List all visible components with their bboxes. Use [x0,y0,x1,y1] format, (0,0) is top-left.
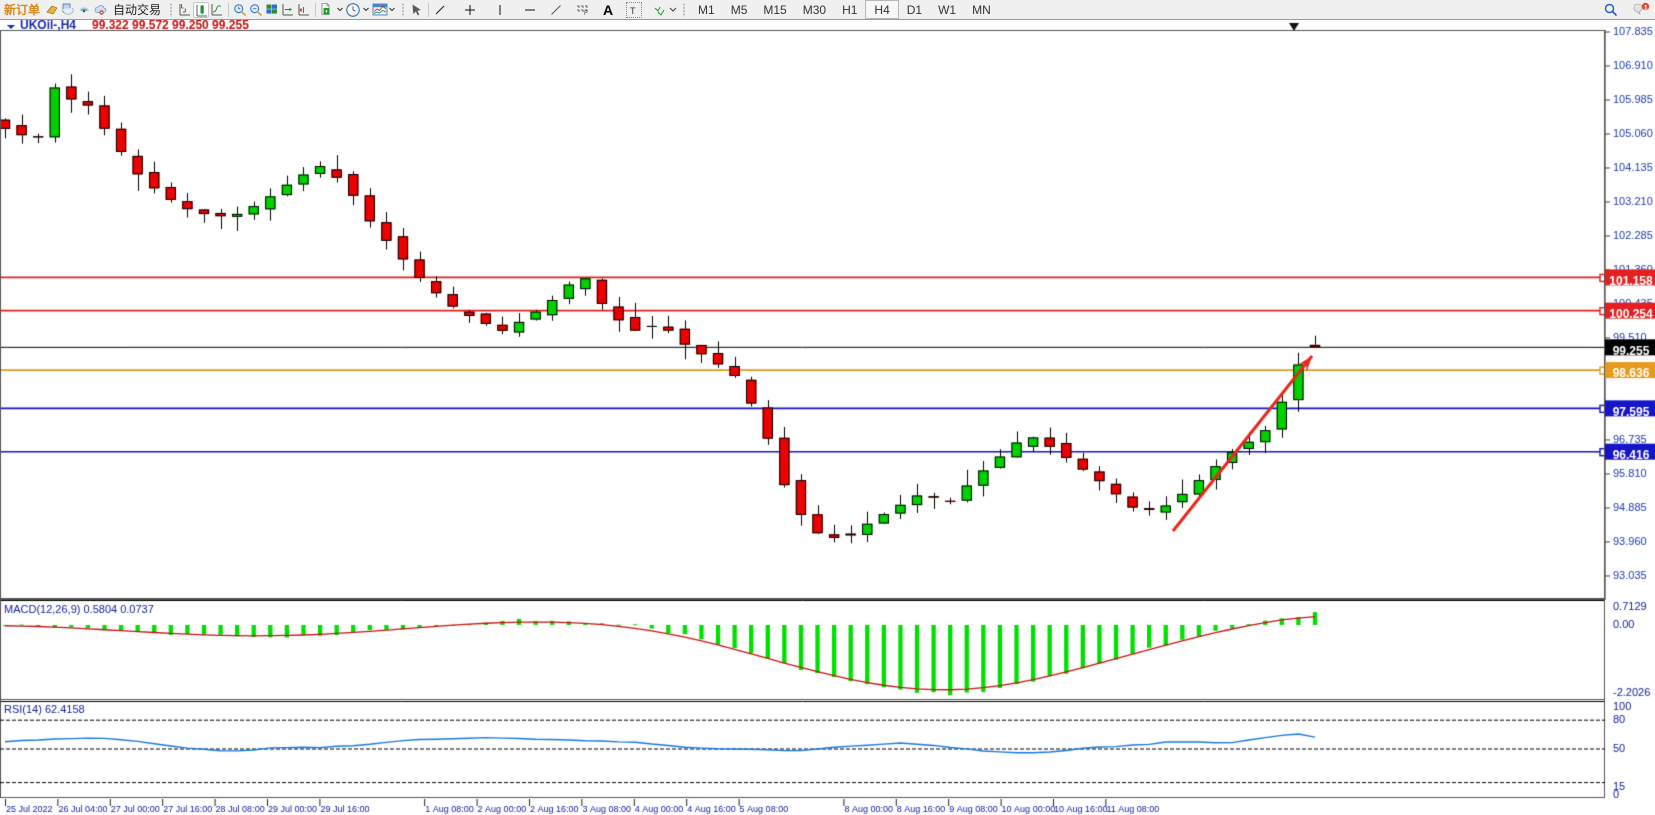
svg-text:F: F [584,11,588,17]
svg-text:T: T [630,6,636,16]
svg-text:1: 1 [1644,4,1648,11]
